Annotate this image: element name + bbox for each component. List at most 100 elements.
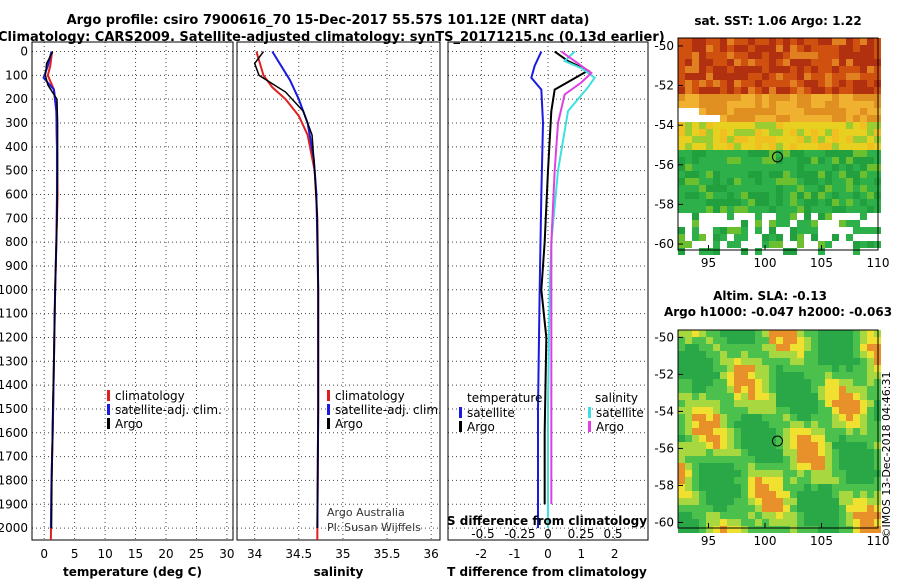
sst-map-cell [769,206,776,213]
sst-map-cell [832,199,839,206]
sst-map-cell [720,66,727,73]
sst-map-cell [699,108,706,115]
sla-map-cell [755,414,762,421]
sst-map-cell [748,129,755,136]
sst-map-cell [748,94,755,101]
sla-map-cell [832,400,839,407]
sla-map-cell [853,449,860,456]
sst-map-cell [685,136,692,143]
sla-map-cell [769,330,776,337]
sst-map-cell [811,164,818,171]
sla-map-cell [713,442,720,449]
sla-map-cell [853,372,860,379]
sla-map-cell [811,442,818,449]
sst-map-cell [685,143,692,150]
sst-map-cell [692,213,699,220]
sla-map-cell [699,358,706,365]
sla-map-cell [804,456,811,463]
sst-map-cell [804,66,811,73]
sst-map-lat-label: -54 [654,118,674,132]
sla-map-cell [804,407,811,414]
sla-map-cell [685,477,692,484]
sst-map-cell [734,59,741,66]
sst-map-cell [783,73,790,80]
sla-map-cell [839,498,846,505]
sst-map-cell [783,129,790,136]
sst-map-cell [748,73,755,80]
salinity-tick-label: 34.5 [285,547,312,561]
sst-map-cell [699,178,706,185]
sla-map-heatmap [678,330,881,533]
sla-map-cell [699,365,706,372]
sla-map-cell [699,379,706,386]
sla-map-cell [867,393,874,400]
sst-map-cell [804,213,811,220]
sla-map-lat-label: -54 [654,404,674,418]
sla-map-cell [727,337,734,344]
sla-map-cell [748,407,755,414]
sst-map-cell [846,129,853,136]
sst-map-cell [713,234,720,241]
sla-map-cell [678,491,685,498]
sst-map-cell [825,52,832,59]
sst-map-cell [769,220,776,227]
sst-map-cell [685,66,692,73]
sst-map-cell [860,94,867,101]
sla-map-cell [776,519,783,526]
sst-map-cell [685,38,692,45]
sst-map-cell [818,94,825,101]
sla-map-cell [685,435,692,442]
sst-map-cell [804,220,811,227]
sst-map-cell [706,164,713,171]
sst-map-cell [818,52,825,59]
sla-map-cell [860,505,867,512]
sst-map-cell [825,59,832,66]
sst-map-cell [699,94,706,101]
sla-map-cell [699,526,706,533]
sla-map-cell [706,351,713,358]
sla-map-cell [734,456,741,463]
sla-map-cell [769,386,776,393]
sla-map-cell [755,526,762,533]
sla-map-cell [825,351,832,358]
sst-map-cell [692,73,699,80]
sst-map-cell [692,220,699,227]
sst-map-cell [699,136,706,143]
sst-map-cell [860,45,867,52]
sla-map-cell [741,400,748,407]
sst-map-cell [720,178,727,185]
sla-map-cell [727,393,734,400]
sla-map-cell [846,358,853,365]
sla-map-cell [832,386,839,393]
sla-map-cell [706,386,713,393]
sla-map-cell [769,512,776,519]
sla-map-cell [678,358,685,365]
sst-map-cell [678,80,685,87]
sla-map-cell [678,512,685,519]
sst-map-cell [860,213,867,220]
sst-map-cell [755,227,762,234]
sla-map-cell [720,372,727,379]
sst-map-cell [839,38,846,45]
sst-map-cell [797,178,804,185]
sla-map-cell [741,365,748,372]
sst-map-cell [692,227,699,234]
sst-map-cell [797,45,804,52]
sla-map-cell [790,351,797,358]
sla-map-cell [832,393,839,400]
sst-map-cell [769,38,776,45]
sst-map-cell [727,73,734,80]
sla-map-cell [741,435,748,442]
sst-map-cell [720,199,727,206]
legend-swatch [459,407,462,418]
sla-map-cell [685,512,692,519]
sla-map-cell [699,400,706,407]
sla-map-cell [804,463,811,470]
sla-map-title-1: Altim. SLA: -0.13 [713,289,827,303]
sst-map-lon-label: 95 [701,256,716,270]
sla-map-cell [692,449,699,456]
sla-map-cell [825,449,832,456]
sst-map-cell [846,192,853,199]
sla-map-cell [839,379,846,386]
sst-map-cell [776,192,783,199]
